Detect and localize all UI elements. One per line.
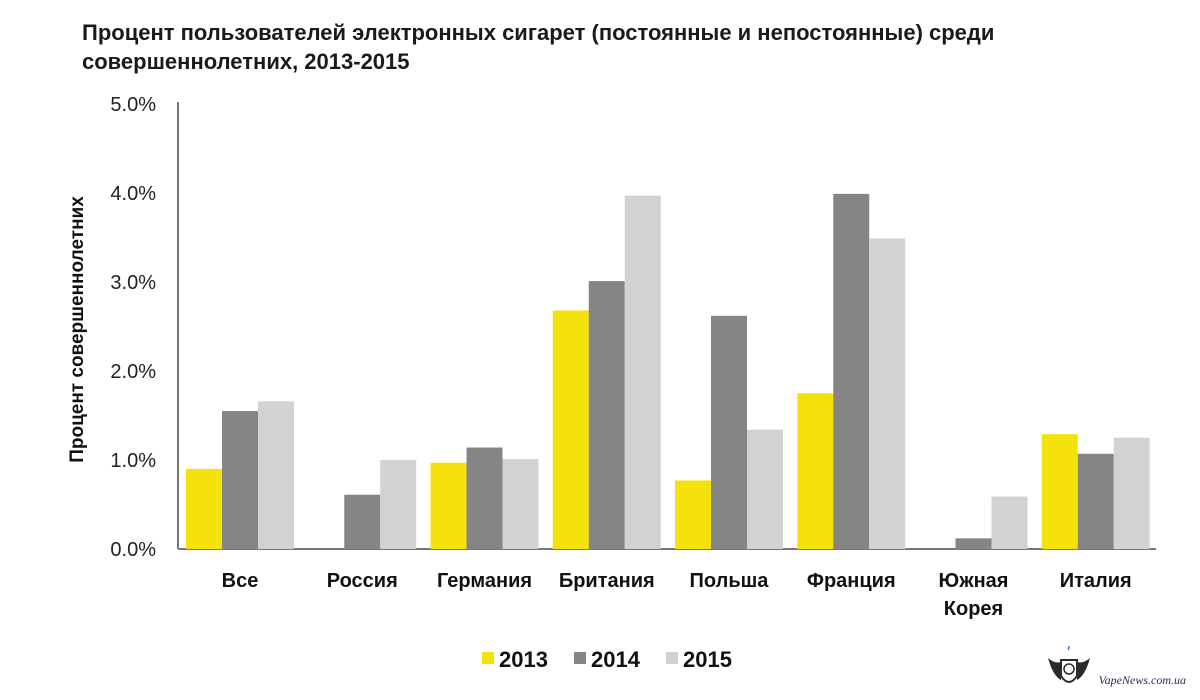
y-tick-label: 4.0%: [110, 183, 156, 205]
bar-2015-0: [258, 401, 294, 549]
watermark: VapeNews.com.ua: [1045, 646, 1186, 692]
legend-label-2015: 2015: [683, 647, 732, 672]
bar-2013-3: [552, 310, 589, 549]
bar-2014-5: [833, 193, 870, 549]
bar-2014-0: [222, 411, 258, 549]
category-label: Корея: [944, 598, 1003, 620]
bar-2015-1: [380, 460, 417, 549]
category-label: Все: [222, 570, 259, 592]
y-tick-label: 1.0%: [110, 450, 156, 472]
winged-shield-logo-icon: [1047, 646, 1090, 683]
legend-swatch-2013: [482, 652, 494, 664]
legend-label-2014: 2014: [591, 647, 641, 672]
bar-2014-2: [466, 447, 503, 549]
bar-2013-2: [430, 462, 467, 549]
y-tick-label: 2.0%: [110, 361, 156, 383]
bar-2013-4: [675, 480, 711, 549]
bar-2014-7: [1077, 453, 1114, 549]
category-label: Россия: [327, 570, 398, 592]
y-tick-label: 0.0%: [110, 539, 156, 561]
bar-2015-5: [869, 238, 906, 549]
bar-2013-5: [797, 393, 834, 549]
category-label: Франция: [807, 570, 896, 592]
bar-2014-4: [711, 315, 747, 549]
bar-2015-2: [502, 459, 539, 549]
y-axis-label: Процент совершеннолетних: [67, 196, 88, 463]
bar-2013-7: [1041, 434, 1078, 549]
chart-title: Процент пользователей электронных сигаре…: [82, 20, 995, 74]
bar-2015-4: [747, 429, 783, 549]
legend-swatch-2015: [666, 652, 678, 664]
y-tick-label: 5.0%: [110, 94, 156, 116]
bar-2015-3: [624, 195, 661, 550]
legend-label-2013: 2013: [499, 647, 548, 672]
category-label: Италия: [1060, 570, 1132, 592]
legend-swatch-2014: [574, 652, 586, 664]
bar-2015-6: [991, 496, 1028, 549]
category-label: Польша: [690, 570, 770, 592]
category-label: Германия: [437, 570, 532, 592]
bar-2014-3: [588, 281, 625, 549]
watermark-text: VapeNews.com.ua: [1098, 673, 1186, 687]
category-label: Южная: [939, 570, 1009, 592]
bar-2015-7: [1113, 437, 1150, 549]
y-tick-label: 3.0%: [110, 272, 156, 294]
bar-2013-0: [186, 468, 222, 549]
bar-2014-6: [955, 538, 992, 549]
category-label: Британия: [559, 570, 655, 592]
bar-2014-1: [344, 494, 381, 549]
